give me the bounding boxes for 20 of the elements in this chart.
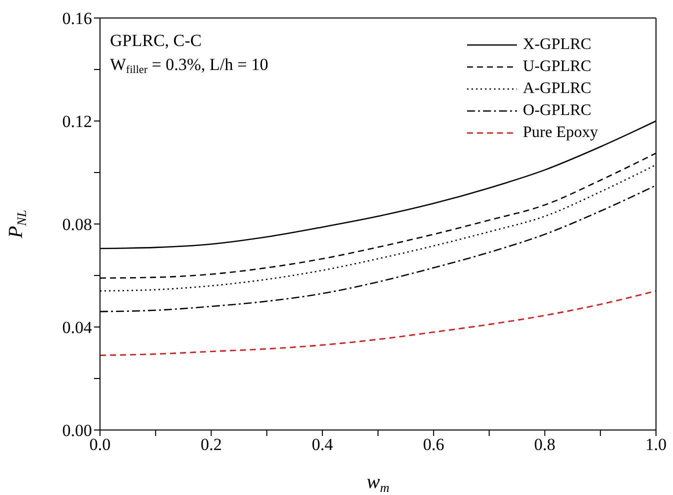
legend-label: U-GPLRC bbox=[522, 58, 592, 76]
y-tick-label: 0.12 bbox=[62, 112, 92, 132]
x-tick-label: 0.2 bbox=[200, 435, 222, 454]
legend-label: A-GPLRC bbox=[522, 80, 592, 98]
y-tick-label: 0.04 bbox=[62, 318, 92, 338]
x-tick-label: 0.4 bbox=[312, 435, 334, 454]
legend-label: Pure Epoxy bbox=[522, 124, 598, 142]
x-tick-label: 1.0 bbox=[645, 435, 667, 454]
annotation: GPLRC, C-C bbox=[110, 31, 202, 50]
x-tick-label: 0.6 bbox=[422, 435, 444, 454]
line-series bbox=[100, 290, 656, 356]
x-axis-title: w$_{m}$ bbox=[366, 471, 390, 495]
x-tick-label: 0.8 bbox=[534, 435, 556, 454]
y-tick-label: 0.08 bbox=[62, 215, 92, 234]
x-tick-label: 0.0 bbox=[89, 435, 111, 454]
legend-label: X-GPLRC bbox=[522, 36, 592, 54]
y-tick-label: 0.00 bbox=[62, 421, 92, 440]
legend-label: O-GPLRC bbox=[522, 102, 592, 120]
y-tick-label: 0.16 bbox=[62, 9, 92, 28]
annotation: W$_{filler}$ = 0.3%, L/h = 10 bbox=[110, 55, 268, 76]
